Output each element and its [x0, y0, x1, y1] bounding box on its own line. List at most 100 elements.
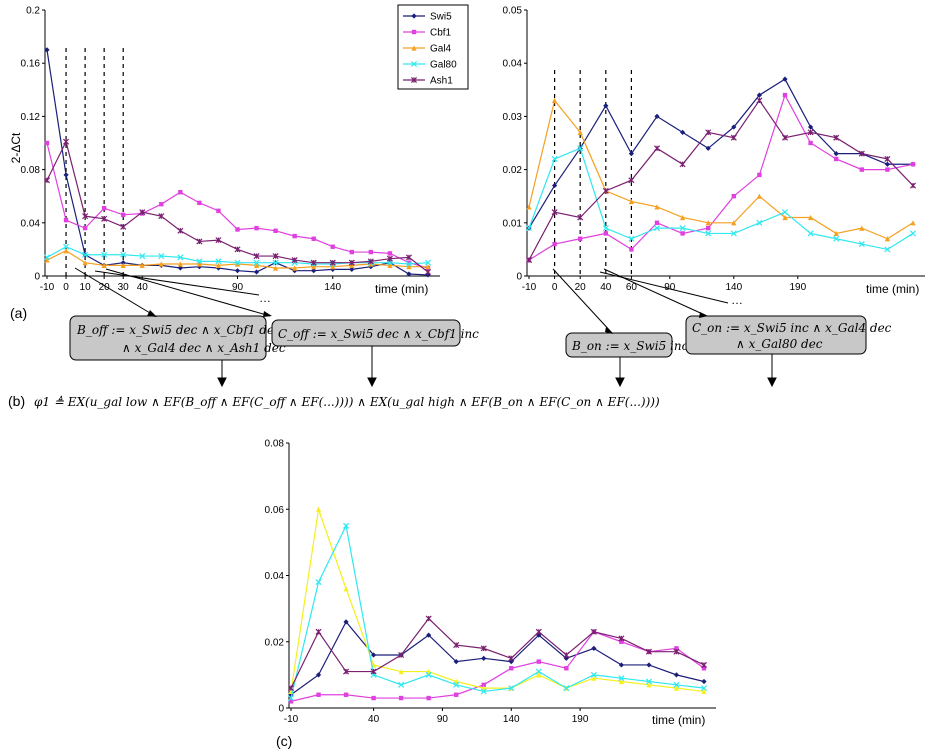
point-gal80	[807, 230, 814, 237]
formula-phi: φ1 ≜ EX(u_gal low ∧ EF(B_off ∧ EF(C_off …	[34, 395, 660, 409]
x-axis-title: time (min)	[866, 282, 919, 296]
point-gal80	[645, 678, 652, 685]
point-cbf1	[808, 140, 813, 146]
point-gal4	[628, 198, 634, 205]
point-gal4	[343, 586, 349, 592]
point-swi5	[315, 672, 322, 678]
point-cbf1	[216, 208, 221, 214]
point-gal80	[196, 258, 203, 265]
point-swi5	[618, 662, 624, 668]
point-gal80	[535, 668, 542, 675]
point-ash1	[367, 258, 374, 265]
point-gal80	[833, 235, 840, 242]
y-tick-label: 0	[278, 704, 284, 715]
x-tick-label: -10	[40, 282, 55, 293]
point-gal4	[701, 688, 707, 695]
x-tick-label: 10	[80, 282, 92, 293]
point-gal80	[398, 681, 405, 688]
y-tick-label: 0.16	[21, 59, 41, 70]
x-tick-label: 0	[552, 282, 558, 293]
point-ash1	[287, 685, 295, 692]
legend-label: Swi5	[430, 12, 452, 23]
point-cbf1	[121, 212, 126, 218]
point-gal4	[673, 685, 680, 691]
point-gal4	[311, 264, 317, 270]
point-ash1	[535, 628, 542, 635]
x-tick-label: 90	[232, 282, 244, 293]
point-ash1	[370, 668, 377, 675]
point-gal80	[602, 225, 609, 232]
point-ash1	[833, 134, 840, 141]
formula-b-off-line2: ∧ x_Gal4 dec ∧ x_Ash1 dec	[122, 341, 286, 355]
point-gal80	[424, 259, 432, 266]
point-cbf1	[536, 659, 541, 664]
ellipsis-a-right: …	[731, 293, 743, 307]
point-cbf1	[859, 167, 864, 172]
point-cbf1	[330, 244, 335, 249]
point-ash1	[101, 215, 108, 222]
point-ash1	[63, 138, 70, 145]
series-line-cbf1	[528, 93, 914, 261]
point-gal4	[577, 129, 583, 135]
point-cbf1	[706, 225, 711, 231]
x-tick-label: 30	[118, 282, 130, 293]
point-swi5	[234, 268, 241, 274]
point-gal4	[234, 261, 241, 267]
point-gal80	[590, 671, 597, 678]
point-cbf1	[371, 695, 376, 701]
point-ash1	[705, 129, 712, 136]
point-cbf1	[235, 227, 240, 232]
point-gal4	[349, 262, 355, 268]
x-tick-label: 90	[437, 714, 449, 725]
point-gal4	[387, 262, 393, 268]
point-cbf1	[701, 666, 707, 671]
point-ash1	[253, 253, 260, 260]
point-gal4	[315, 506, 322, 512]
point-cbf1	[782, 92, 788, 98]
point-gal4	[368, 261, 374, 267]
point-cbf1	[509, 666, 514, 671]
point-gal4	[158, 261, 164, 267]
point-gal80	[858, 241, 865, 248]
point-ash1	[618, 635, 625, 642]
point-swi5	[680, 129, 686, 135]
point-gal80	[315, 579, 322, 586]
point-gal4	[526, 204, 532, 210]
legend-box	[397, 4, 469, 90]
point-cbf1	[603, 231, 608, 236]
point-ash1	[673, 648, 680, 655]
point-swi5	[673, 672, 680, 678]
x-tick-label: 140	[503, 714, 520, 725]
panel-label-b: (b)	[8, 393, 25, 409]
point-ash1	[807, 129, 814, 136]
point-swi5	[646, 662, 652, 668]
point-cbf1	[552, 241, 557, 247]
point-gal80	[618, 675, 625, 682]
point-gal4	[215, 262, 222, 268]
x-tick-label: 60	[626, 282, 638, 293]
y-tick-label: 0.06	[265, 505, 285, 516]
y-tick-label: 0.2	[26, 6, 40, 17]
x-tick-label: 190	[789, 282, 806, 293]
formula-b-off-line1: B_off := x_Swi5 dec ∧ x_Cbf1 dec	[76, 323, 281, 337]
point-cbf1	[273, 228, 278, 233]
y-tick-label: 0.12	[21, 112, 41, 123]
point-ash1	[653, 145, 661, 152]
point-cbf1	[406, 260, 412, 265]
point-cbf1	[629, 247, 634, 252]
y-tick-label: 0.05	[503, 6, 523, 17]
point-ash1	[329, 259, 336, 266]
x-tick-label: 20	[575, 282, 587, 293]
point-cbf1	[619, 639, 624, 644]
series-line-gal80	[528, 147, 914, 251]
point-gal80	[781, 209, 789, 216]
point-swi5	[343, 619, 349, 625]
y-axis-title: 2-ΔCt	[9, 132, 23, 163]
formula-c-off: C_off := x_Swi5 dec ∧ x_Cbf1 inc	[271, 319, 479, 347]
point-ash1	[508, 655, 515, 662]
y-tick-label: 0	[34, 272, 40, 283]
point-swi5	[371, 652, 377, 658]
point-gal4	[680, 214, 686, 221]
y-tick-label: 0.02	[503, 165, 523, 176]
